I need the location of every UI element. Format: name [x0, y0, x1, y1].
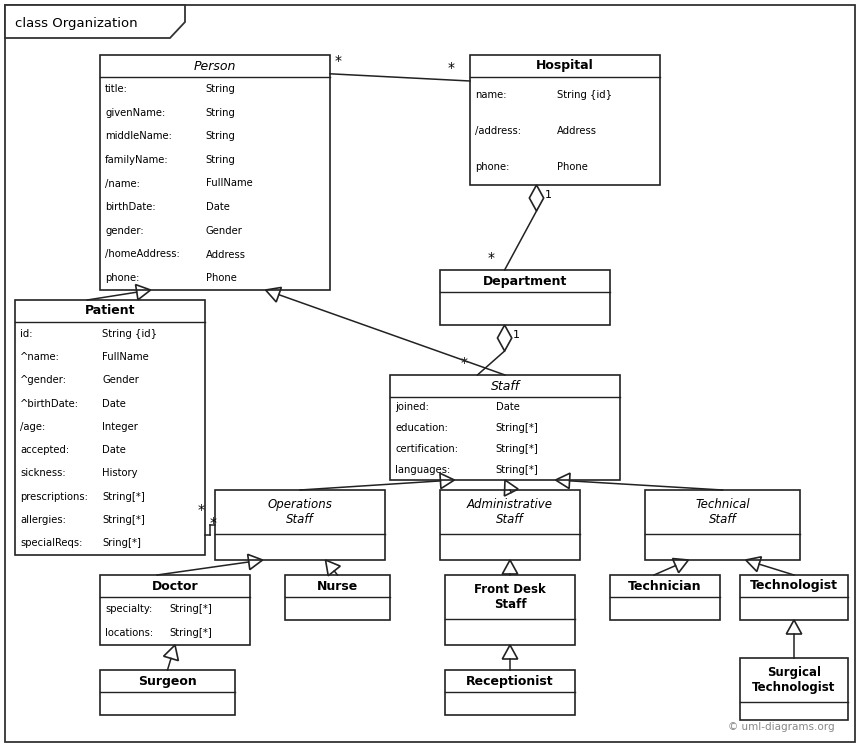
- Text: Hospital: Hospital: [536, 60, 594, 72]
- Text: Patient: Patient: [85, 305, 135, 317]
- Text: title:: title:: [105, 84, 128, 94]
- Text: Front Desk
Staff: Front Desk Staff: [474, 583, 546, 611]
- Text: String[*]: String[*]: [169, 604, 212, 614]
- Text: birthDate:: birthDate:: [105, 202, 156, 212]
- Bar: [215, 490, 385, 560]
- Text: String[*]: String[*]: [496, 423, 538, 433]
- Text: 1: 1: [513, 330, 519, 340]
- Bar: [740, 575, 848, 620]
- Bar: [440, 270, 610, 325]
- Text: History: History: [102, 468, 138, 478]
- Text: prescriptions:: prescriptions:: [20, 492, 88, 502]
- Text: id:: id:: [20, 329, 33, 338]
- Text: *: *: [460, 356, 467, 370]
- Text: Staff: Staff: [490, 379, 519, 392]
- Text: class Organization: class Organization: [15, 16, 138, 29]
- Text: Gender: Gender: [102, 375, 139, 385]
- Text: ^name:: ^name:: [20, 352, 60, 362]
- Text: String[*]: String[*]: [102, 515, 145, 525]
- Text: phone:: phone:: [475, 162, 509, 172]
- Text: certification:: certification:: [395, 444, 458, 454]
- Text: Gender: Gender: [206, 226, 243, 236]
- Text: ^birthDate:: ^birthDate:: [20, 399, 79, 409]
- Text: Surgeon: Surgeon: [138, 675, 197, 687]
- Text: locations:: locations:: [105, 628, 153, 638]
- Text: String: String: [206, 108, 236, 117]
- Text: joined:: joined:: [395, 403, 429, 412]
- Text: String {id}: String {id}: [102, 329, 157, 338]
- Text: FullName: FullName: [206, 179, 253, 188]
- Text: /name:: /name:: [105, 179, 140, 188]
- Text: /age:: /age:: [20, 422, 46, 432]
- Text: name:: name:: [475, 90, 507, 100]
- Bar: [470, 55, 660, 185]
- Text: Integer: Integer: [102, 422, 138, 432]
- Text: Technologist: Technologist: [750, 580, 838, 592]
- Text: © uml-diagrams.org: © uml-diagrams.org: [728, 722, 835, 732]
- Text: *: *: [448, 61, 455, 75]
- Text: String[*]: String[*]: [102, 492, 145, 502]
- Bar: [645, 490, 800, 560]
- Text: Date: Date: [496, 403, 519, 412]
- Text: ^gender:: ^gender:: [20, 375, 67, 385]
- Text: Address: Address: [557, 126, 598, 136]
- Bar: [15, 300, 205, 555]
- Text: String: String: [206, 84, 236, 94]
- Text: Nurse: Nurse: [316, 580, 358, 592]
- Text: String: String: [206, 131, 236, 141]
- Text: familyName:: familyName:: [105, 155, 169, 165]
- Text: String {id}: String {id}: [557, 90, 612, 100]
- Text: /homeAddress:: /homeAddress:: [105, 249, 180, 259]
- Bar: [100, 55, 330, 290]
- Bar: [390, 375, 620, 480]
- Text: gender:: gender:: [105, 226, 144, 236]
- Text: Phone: Phone: [557, 162, 588, 172]
- Text: specialty:: specialty:: [105, 604, 152, 614]
- Text: Date: Date: [206, 202, 230, 212]
- Bar: [445, 575, 575, 645]
- Text: phone:: phone:: [105, 273, 139, 283]
- Text: Administrative
Staff: Administrative Staff: [467, 498, 553, 526]
- Text: *: *: [210, 515, 217, 530]
- Text: 1: 1: [544, 190, 551, 200]
- Bar: [285, 575, 390, 620]
- Text: String[*]: String[*]: [169, 628, 212, 638]
- Text: Date: Date: [102, 445, 126, 455]
- Text: *: *: [335, 54, 342, 68]
- Bar: [740, 658, 848, 720]
- Text: Date: Date: [102, 399, 126, 409]
- Text: middleName:: middleName:: [105, 131, 172, 141]
- Polygon shape: [5, 5, 185, 38]
- Text: *: *: [198, 503, 205, 517]
- Text: String: String: [206, 155, 236, 165]
- Text: givenName:: givenName:: [105, 108, 165, 117]
- Text: Sring[*]: Sring[*]: [102, 539, 141, 548]
- Text: Department: Department: [482, 274, 568, 288]
- Text: Address: Address: [206, 249, 246, 259]
- Text: sickness:: sickness:: [20, 468, 65, 478]
- Text: education:: education:: [395, 423, 448, 433]
- Bar: [100, 670, 235, 715]
- Text: Operations
Staff: Operations Staff: [267, 498, 333, 526]
- Text: String[*]: String[*]: [496, 444, 538, 454]
- Text: Technical
Staff: Technical Staff: [695, 498, 750, 526]
- Bar: [100, 575, 250, 645]
- Bar: [610, 575, 720, 620]
- Text: accepted:: accepted:: [20, 445, 69, 455]
- Text: /address:: /address:: [475, 126, 521, 136]
- Text: Person: Person: [194, 60, 236, 72]
- Text: languages:: languages:: [395, 465, 451, 474]
- Text: Receptionist: Receptionist: [466, 675, 554, 687]
- Text: allergies:: allergies:: [20, 515, 66, 525]
- Text: String[*]: String[*]: [496, 465, 538, 474]
- Text: *: *: [488, 251, 494, 265]
- Text: specialReqs:: specialReqs:: [20, 539, 83, 548]
- Bar: [440, 490, 580, 560]
- Text: Technician: Technician: [628, 580, 702, 592]
- Text: Phone: Phone: [206, 273, 237, 283]
- Text: Doctor: Doctor: [151, 580, 199, 592]
- Text: FullName: FullName: [102, 352, 149, 362]
- Bar: [445, 670, 575, 715]
- Text: Surgical
Technologist: Surgical Technologist: [752, 666, 836, 694]
